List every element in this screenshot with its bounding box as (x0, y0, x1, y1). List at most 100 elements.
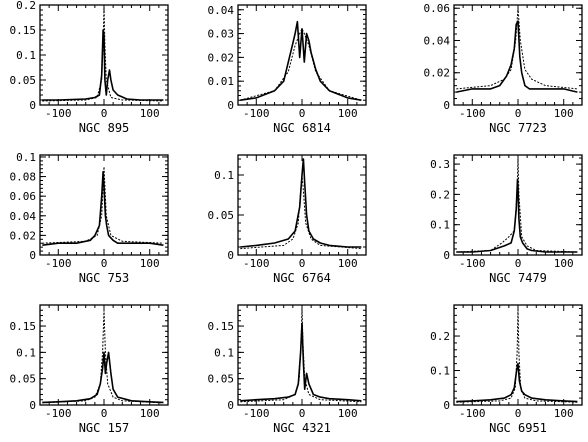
y-tick-label: 0.3 (430, 158, 450, 171)
x-tick-label: 0 (515, 407, 522, 420)
x-tick-label: 100 (554, 407, 574, 420)
x-tick-label: 100 (338, 107, 358, 120)
y-tick-label: 0 (227, 249, 234, 262)
y-tick-label: 0.15 (208, 320, 235, 333)
panel-6: -100 0 100 0 0.1 0.2 0.3 NGC 7479 (430, 154, 583, 285)
dashed-profile-line (456, 8, 578, 90)
panel-label: NGC 6951 (489, 421, 547, 435)
y-tick-label: 0 (443, 99, 450, 112)
solid-profile-line (456, 178, 578, 253)
x-tick-label: 0 (515, 257, 522, 270)
panel-label: NGC 6764 (273, 271, 331, 285)
x-tick-label: 0 (101, 257, 108, 270)
y-tick-label: 0 (29, 99, 36, 112)
y-tick-label: 0.2 (430, 188, 450, 201)
dashed-profile-line (42, 4, 164, 102)
y-tick-label: 0 (227, 399, 234, 412)
x-tick-label: -100 (45, 257, 72, 270)
x-tick-label: -100 (243, 407, 270, 420)
x-tick-label: 100 (338, 257, 358, 270)
panel-label: NGC 7479 (489, 271, 547, 285)
solid-profile-line (240, 322, 362, 402)
y-tick-label: 0.2 (430, 330, 450, 343)
panel-3: -100 0 100 0 0.02 0.04 0.06 NGC 7723 (424, 2, 583, 135)
x-tick-label: 100 (554, 107, 574, 120)
x-tick-label: 100 (140, 407, 160, 420)
x-tick-label: 0 (299, 407, 306, 420)
y-tick-label: 0.06 (424, 2, 451, 15)
solid-profile-line (42, 351, 164, 404)
panel-label: NGC 6814 (273, 121, 331, 135)
dashed-profile-line (456, 308, 578, 403)
solid-profile-line (456, 362, 578, 403)
x-tick-label: 100 (338, 407, 358, 420)
x-tick-label: 100 (140, 107, 160, 120)
plot-frame (39, 154, 169, 256)
dashed-profile-line (42, 310, 164, 404)
y-tick-label: 0 (29, 249, 36, 262)
panel-label: NGC 7723 (489, 121, 547, 135)
x-tick-label: -100 (45, 107, 72, 120)
dashed-profile-line (240, 174, 362, 250)
x-tick-label: 0 (299, 107, 306, 120)
y-tick-label: 0.1 (430, 219, 450, 232)
x-tick-label: 0 (515, 107, 522, 120)
y-tick-label: 0.02 (208, 51, 235, 64)
panel-8: -100 0 100 0 0.05 0.1 0.15 NGC 4321 (208, 304, 367, 435)
solid-profile-line (240, 158, 362, 248)
dashed-profile-line (456, 157, 578, 253)
y-tick-label: 0 (227, 99, 234, 112)
y-tick-label: 0.2 (16, 0, 36, 12)
plot-frame (453, 4, 583, 106)
dashed-profile-line (240, 307, 362, 403)
y-tick-label: 0.15 (10, 320, 37, 333)
x-tick-label: -100 (459, 257, 486, 270)
y-tick-label: 0.04 (424, 34, 451, 47)
y-tick-label: 0.05 (208, 373, 235, 386)
panel-label: NGC 4321 (273, 421, 331, 435)
y-tick-label: 0 (443, 249, 450, 262)
y-tick-label: 0.15 (10, 24, 37, 37)
y-tick-label: 0.1 (16, 49, 36, 62)
solid-profile-line (456, 20, 578, 93)
y-tick-label: 0.1 (430, 365, 450, 378)
x-tick-label: -100 (243, 257, 270, 270)
x-tick-label: 0 (299, 257, 306, 270)
y-tick-label: 0.1 (214, 169, 234, 182)
y-tick-label: 0.1 (16, 151, 36, 164)
x-tick-label: 100 (554, 257, 574, 270)
panel-label: NGC 753 (79, 271, 130, 285)
solid-profile-line (240, 20, 362, 101)
y-tick-label: 0.05 (208, 209, 235, 222)
panel-5: -100 0 100 0 0.05 0.1 NGC 6764 (208, 154, 367, 285)
x-tick-label: -100 (459, 407, 486, 420)
x-tick-label: -100 (45, 407, 72, 420)
y-tick-label: 0.01 (208, 75, 235, 88)
y-tick-label: 0.02 (424, 67, 451, 80)
panel-1: -100 0 100 0 0.05 0.1 0.15 0.2 NGC 895 (10, 0, 169, 135)
panel-9: -100 0 100 0 0.1 0.2 NGC 6951 (430, 304, 583, 435)
y-tick-label: 0.06 (10, 190, 37, 203)
x-tick-label: -100 (459, 107, 486, 120)
y-tick-label: 0.08 (10, 171, 37, 184)
y-tick-label: 0.1 (16, 346, 36, 359)
plot-frame (237, 4, 367, 106)
y-tick-label: 0.1 (214, 346, 234, 359)
y-tick-label: 0 (29, 399, 36, 412)
x-tick-label: -100 (243, 107, 270, 120)
x-tick-label: 0 (101, 407, 108, 420)
panel-label: NGC 157 (79, 421, 130, 435)
x-tick-label: 0 (101, 107, 108, 120)
y-tick-label: 0.04 (10, 210, 37, 223)
y-tick-label: 0.03 (208, 28, 235, 41)
panel-label: NGC 895 (79, 121, 130, 135)
y-tick-label: 0.02 (10, 229, 37, 242)
panel-4: -100 0 100 0 0.02 0.04 0.06 0.08 0.1 NGC 753 (10, 151, 169, 285)
panel-7: -100 0 100 0 0.05 0.1 0.15 NGC 157 (10, 304, 169, 435)
y-tick-label: 0 (443, 399, 450, 412)
y-tick-label: 0.05 (10, 373, 37, 386)
y-tick-label: 0.04 (208, 4, 235, 17)
y-tick-label: 0.05 (10, 74, 37, 87)
x-tick-label: 100 (140, 257, 160, 270)
